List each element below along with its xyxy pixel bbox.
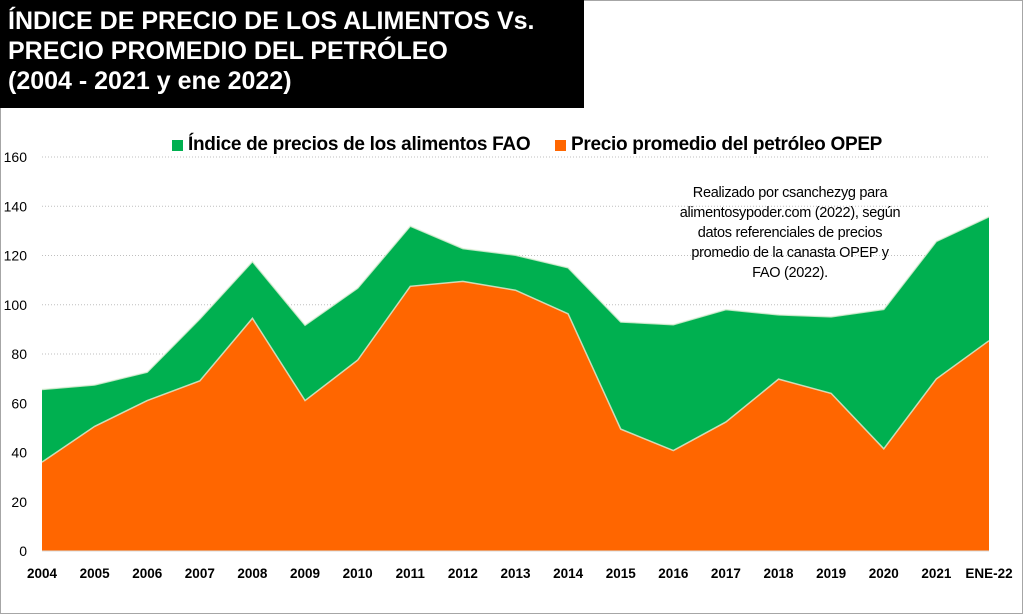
x-tick-label: 2004 <box>27 566 58 581</box>
area-series-opep <box>42 281 989 551</box>
legend-swatch-fao <box>172 139 183 151</box>
x-tick-label: ENE-22 <box>965 566 1012 581</box>
y-tick-label: 80 <box>11 346 27 362</box>
x-tick-label: 2006 <box>132 566 163 581</box>
legend-label-opep: Precio promedio del petróleo OPEP <box>571 134 883 155</box>
chart-title: ÍNDICE DE PRECIO DE LOS ALIMENTOS Vs. PR… <box>0 0 584 108</box>
note-line: promedio de la canasta OPEP y <box>691 245 889 261</box>
note-line: alimentosypoder.com (2022), según <box>679 205 901 221</box>
y-tick-label: 120 <box>4 248 28 264</box>
x-tick-label: 2021 <box>921 566 952 581</box>
x-tick-label: 2011 <box>396 566 426 581</box>
x-tick-label: 2010 <box>343 566 373 581</box>
y-tick-label: 160 <box>4 149 28 165</box>
source-note: Realizado por csanchezyg para alimentosy… <box>660 183 920 283</box>
y-tick-label: 60 <box>11 395 27 411</box>
x-tick-label: 2018 <box>764 566 795 581</box>
x-tick-label: 2013 <box>500 566 531 581</box>
legend: Índice de precios de los alimentos FAO P… <box>0 134 1023 160</box>
x-tick-label: 2012 <box>448 566 478 581</box>
x-tick-label: 2014 <box>553 566 584 581</box>
legend-swatch-opep <box>555 139 566 151</box>
title-line-3: (2004 - 2021 y ene 2022) <box>8 67 292 95</box>
note-line: datos referenciales de precios <box>697 225 883 241</box>
x-tick-label: 2009 <box>290 566 320 581</box>
legend-item-opep: Precio promedio del petróleo OPEP <box>555 134 882 156</box>
x-tick-label: 2020 <box>869 566 899 581</box>
x-tick-label: 2019 <box>816 566 846 581</box>
title-line-2: PRECIO PROMEDIO DEL PETRÓLEO <box>8 37 448 65</box>
note-line: Realizado por csanchezyg para <box>692 185 888 201</box>
x-tick-label: 2016 <box>658 566 689 581</box>
y-tick-label: 40 <box>11 445 27 461</box>
y-tick-label: 0 <box>19 543 27 559</box>
legend-label-fao: Índice de precios de los alimentos FAO <box>188 134 531 155</box>
x-tick-label: 2008 <box>237 566 268 581</box>
x-tick-label: 2007 <box>185 566 215 581</box>
x-tick-label: 2017 <box>711 566 741 581</box>
x-tick-label: 2005 <box>80 566 111 581</box>
y-tick-label: 140 <box>4 198 28 214</box>
title-line-1: ÍNDICE DE PRECIO DE LOS ALIMENTOS Vs. <box>8 7 535 35</box>
note-line: FAO (2022). <box>752 265 828 281</box>
y-tick-label: 20 <box>11 494 27 510</box>
y-tick-label: 100 <box>4 297 28 313</box>
legend-item-fao: Índice de precios de los alimentos FAO <box>172 134 531 156</box>
x-tick-label: 2015 <box>606 566 637 581</box>
